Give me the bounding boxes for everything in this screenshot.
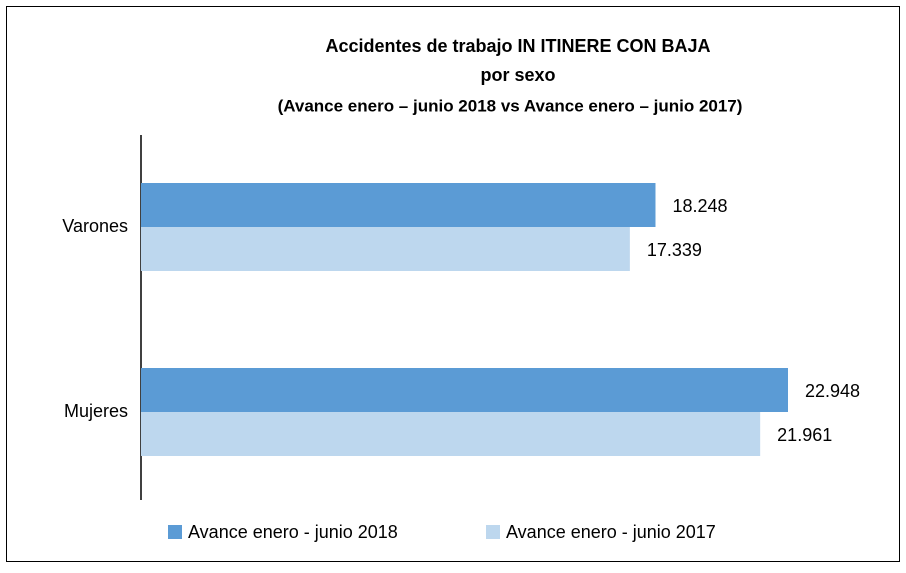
data-label: 17.339	[647, 240, 702, 260]
legend-label: Avance enero - junio 2017	[506, 522, 716, 542]
legend-label: Avance enero - junio 2018	[188, 522, 398, 542]
chart-subtitle: (Avance enero – junio 2018 vs Avance ene…	[278, 96, 743, 115]
chart-border	[6, 6, 900, 562]
legend-swatch	[486, 525, 500, 539]
bar	[141, 368, 788, 412]
chart-title: Accidentes de trabajo IN ITINERE CON BAJ…	[325, 36, 710, 56]
y-tick-label: Mujeres	[64, 401, 128, 421]
bar	[141, 412, 761, 456]
data-label: 21.961	[777, 425, 832, 445]
y-tick-label: Varones	[62, 216, 128, 236]
data-label: 22.948	[805, 381, 860, 401]
bar	[141, 183, 656, 227]
bar	[141, 227, 630, 271]
legend-swatch	[168, 525, 182, 539]
chart-title: por sexo	[480, 65, 555, 85]
data-label: 18.248	[672, 196, 727, 216]
